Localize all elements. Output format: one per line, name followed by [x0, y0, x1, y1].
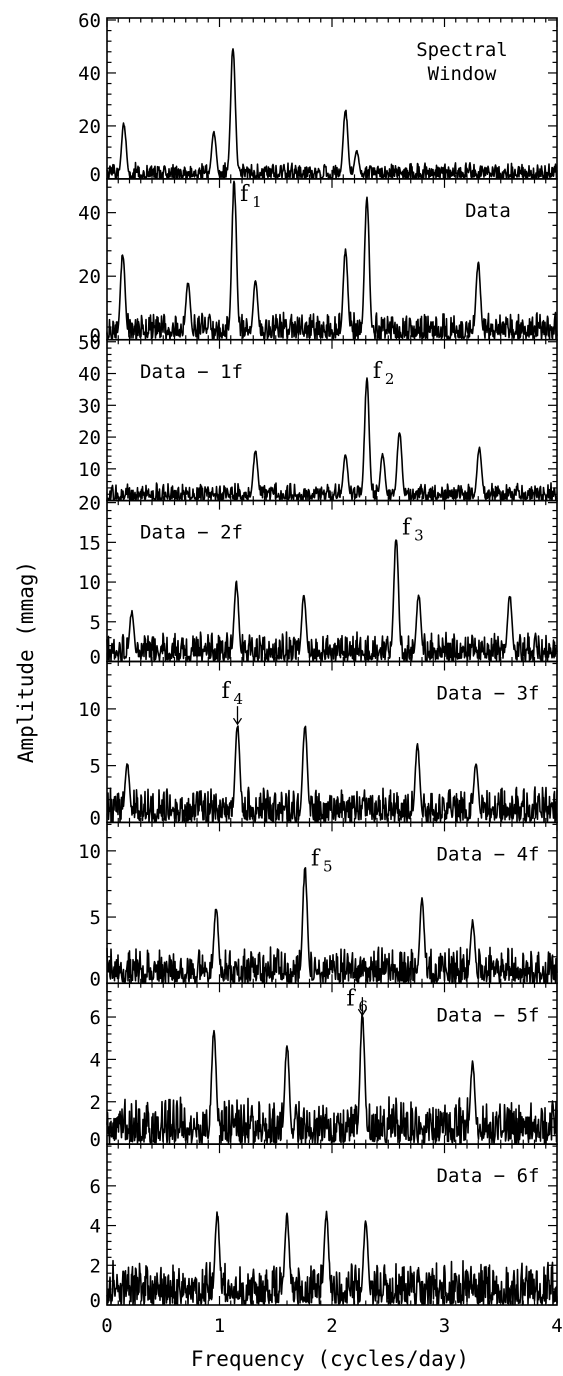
y-tick-label: 40: [78, 364, 101, 386]
y-tick-label: 0: [90, 164, 101, 186]
y-tick-label: 10: [78, 459, 101, 481]
panel-label: Spectral: [416, 39, 508, 61]
y-tick-label: 0: [90, 1290, 101, 1312]
amplitude-spectrum-line: [106, 1210, 558, 1306]
peak-label-index: 4: [234, 690, 244, 708]
amplitude-spectrum-line: [106, 377, 558, 502]
peak-label-index: 1: [252, 193, 262, 211]
peak-label-f6: f: [346, 986, 356, 1011]
x-axis: 0 1 2 3 4: [101, 1315, 562, 1337]
amplitude-spectrum-line: [106, 725, 558, 824]
panel-label: Data − 1f: [140, 361, 243, 383]
peak-label-f2: f: [373, 359, 383, 384]
y-tick-label: 2: [90, 1092, 101, 1114]
y-tick-label: 6: [90, 1176, 101, 1198]
peak-label-f3: f: [402, 515, 412, 540]
panel-label: Data: [465, 200, 511, 222]
peak-label-f4: f: [222, 679, 232, 704]
amplitude-spectrum-line: [106, 867, 558, 985]
peak-label-index: 6: [358, 997, 368, 1015]
y-tick-label: 20: [78, 116, 101, 138]
y-tick-label: 0: [90, 1129, 101, 1151]
panel-label: Data − 2f: [140, 522, 243, 544]
peak-label-f5: f: [311, 846, 321, 871]
panel-label: Window: [428, 63, 497, 85]
y-tick-label: 5: [90, 756, 101, 778]
panel-3: 10 20 30 40 50 Data − 1f f 2: [78, 332, 558, 502]
amplitude-spectrum-line: [106, 180, 558, 341]
peak-label-f1: f: [240, 182, 250, 207]
y-tick-label: 5: [90, 612, 101, 634]
panel-label: Data − 3f: [437, 683, 540, 705]
x-tick-label: 2: [326, 1315, 337, 1337]
peak-label-index: 2: [385, 370, 395, 388]
y-tick-label: 50: [78, 332, 101, 354]
y-tick-label: 10: [78, 699, 101, 721]
x-tick-label: 0: [101, 1315, 112, 1337]
x-tick-label: 4: [551, 1315, 562, 1337]
y-tick-label: 0: [90, 325, 101, 347]
x-axis-title: Frequency (cycles/day): [191, 1347, 469, 1371]
y-tick-label: 2: [90, 1255, 101, 1277]
y-tick-label: 0: [90, 807, 101, 829]
panel-8: 0 2 4 6 Data − 6f: [90, 1143, 558, 1312]
y-tick-label: 6: [90, 1007, 101, 1029]
y-tick-label: 40: [78, 203, 101, 225]
y-tick-label: 0: [90, 968, 101, 990]
y-tick-label: 4: [90, 1216, 101, 1238]
y-tick-label: 40: [78, 63, 101, 85]
y-tick-label: 5: [90, 907, 101, 929]
peak-arrow-head: [357, 1008, 367, 1017]
amplitude-spectrum-line: [106, 1013, 558, 1145]
y-tick-label: 30: [78, 395, 101, 417]
peak-label-index: 5: [323, 857, 333, 875]
peak-arrow-head: [232, 717, 243, 726]
y-tick-label: 20: [78, 427, 101, 449]
y-tick-label: 20: [78, 493, 101, 515]
x-tick-label: 3: [439, 1315, 450, 1337]
panel-5: 0 5 10 Data − 3f f 4: [78, 660, 558, 829]
panel-label: Data − 4f: [437, 843, 540, 865]
y-tick-label: 15: [78, 532, 101, 554]
peak-label-index: 3: [414, 526, 424, 544]
panel-label: Data − 6f: [437, 1165, 540, 1187]
amplitude-spectrum-line: [106, 539, 558, 663]
panel-2: 0 20 40 Data f 1: [78, 178, 558, 347]
panel-4: 0 5 10 15 20 Data − 2f f 3: [78, 493, 558, 669]
y-tick-label: 10: [78, 841, 101, 863]
y-tick-label: 20: [78, 266, 101, 288]
y-tick-label: 60: [78, 10, 101, 32]
amplitude-spectrum-line: [106, 48, 558, 180]
x-tick-label: 1: [214, 1315, 225, 1337]
y-tick-label: 0: [90, 647, 101, 669]
y-tick-label: 10: [78, 572, 101, 594]
y-axis-title: Amplitude (mmag): [14, 561, 38, 763]
panel-label: Data − 5f: [437, 1004, 540, 1026]
y-tick-label: 4: [90, 1049, 101, 1071]
